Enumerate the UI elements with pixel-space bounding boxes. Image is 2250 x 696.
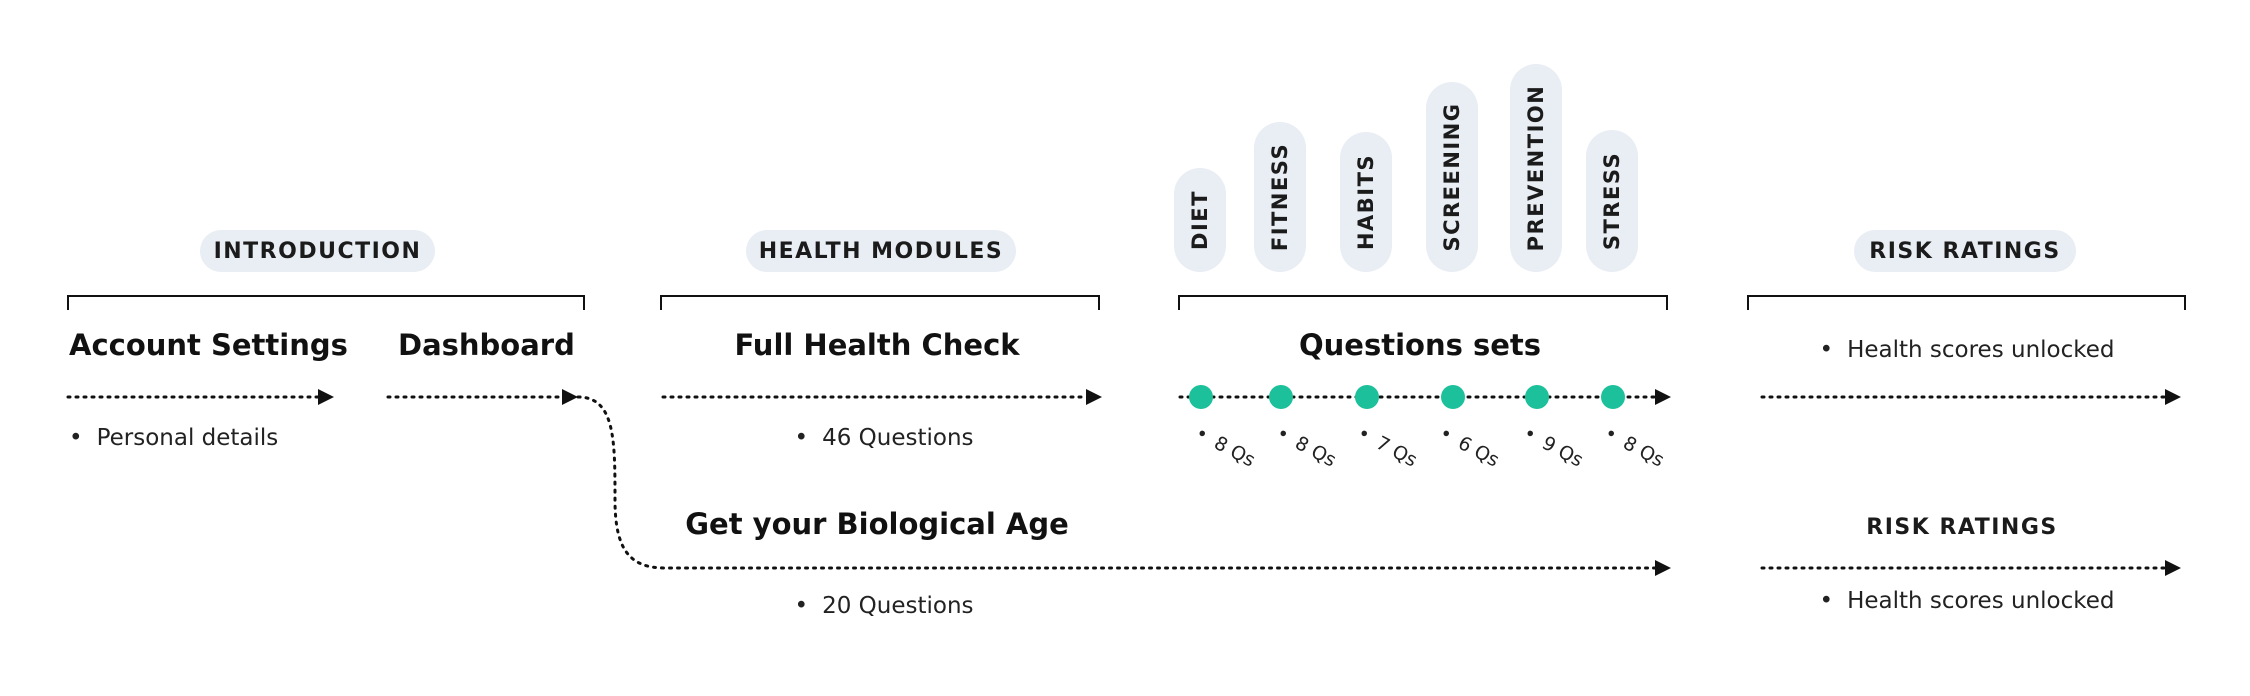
diet-dot <box>1189 385 1213 409</box>
risk-ratings-bracket <box>1747 295 2186 310</box>
category-label: DIET <box>1188 190 1212 250</box>
arrowhead <box>318 389 334 405</box>
health-modules-pill: HEALTH MODULES <box>746 230 1016 272</box>
biological-age-title: Get your Biological Age <box>685 507 1069 541</box>
category-label: HABITS <box>1354 153 1378 251</box>
question-sets-title: Questions sets <box>1298 328 1542 362</box>
category-label: FITNESS <box>1268 142 1292 252</box>
category-label: STRESS <box>1600 151 1624 251</box>
screening-dot <box>1441 385 1465 409</box>
arrowhead <box>1655 560 1671 576</box>
habits-dot <box>1355 385 1379 409</box>
category-pill-diet: DIET <box>1174 168 1226 272</box>
risk-ratings-label: RISK RATINGS <box>1869 238 2061 264</box>
arrowhead <box>562 389 578 405</box>
category-pill-fitness: FITNESS <box>1254 122 1306 272</box>
question-sets-bracket <box>1178 295 1668 310</box>
arrowhead <box>1086 389 1102 405</box>
introduction-pill: INTRODUCTION <box>200 230 435 272</box>
category-pill-screening: SCREENING <box>1426 82 1478 272</box>
biological-age-questions-bullet: 20 Questions <box>794 593 973 619</box>
introduction-label: INTRODUCTION <box>213 238 422 264</box>
arrowhead <box>1655 389 1671 405</box>
full-health-check-questions-bullet: 46 Questions <box>794 425 973 451</box>
category-pill-stress: STRESS <box>1586 130 1638 272</box>
health-modules-bracket <box>660 295 1100 310</box>
account-settings-title: Account Settings <box>69 328 348 362</box>
category-pill-habits: HABITS <box>1340 132 1392 272</box>
category-pill-prevention: PREVENTION <box>1510 64 1562 272</box>
risk-ratings-bottom-bullet: Health scores unlocked <box>1819 588 2114 614</box>
risk-ratings-pill: RISK RATINGS <box>1854 230 2076 272</box>
arrowhead <box>2165 389 2181 405</box>
prevention-dot <box>1525 385 1549 409</box>
dashboard-title: Dashboard <box>398 328 575 362</box>
risk-ratings-sub-label: RISK RATINGS <box>1866 515 2058 540</box>
introduction-bracket <box>67 295 585 310</box>
arrowhead <box>2165 560 2181 576</box>
personal-details-bullet: Personal details <box>69 425 279 451</box>
full-health-check-title: Full Health Check <box>734 328 1020 362</box>
category-label: PREVENTION <box>1524 84 1548 252</box>
risk-ratings-top-bullet: Health scores unlocked <box>1819 337 2114 363</box>
fitness-dot <box>1269 385 1293 409</box>
stress-dot <box>1601 385 1625 409</box>
category-label: SCREENING <box>1440 102 1464 252</box>
health-modules-label: HEALTH MODULES <box>758 238 1004 264</box>
biological-age-branch <box>576 395 1657 570</box>
